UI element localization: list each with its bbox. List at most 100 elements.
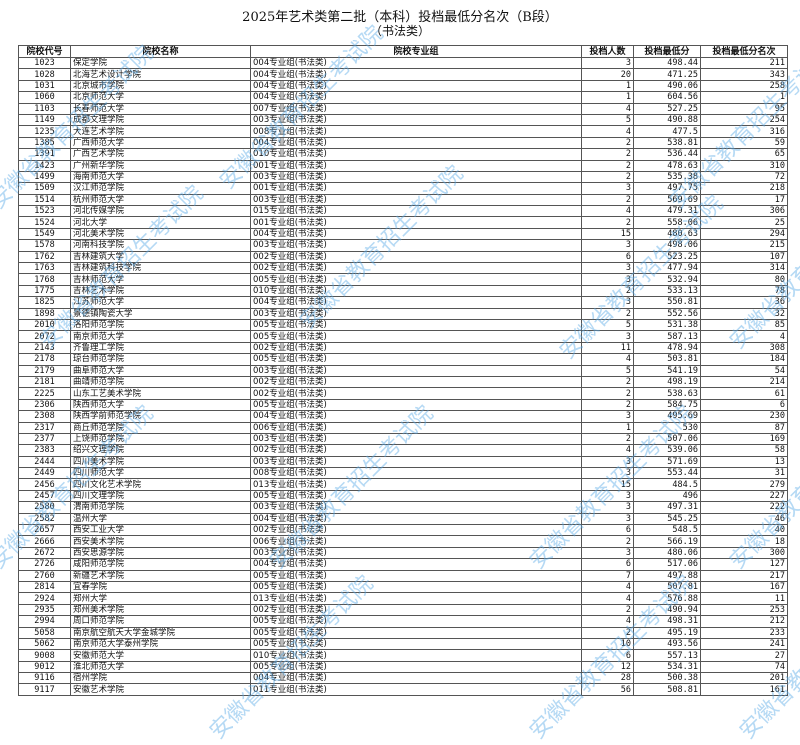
school-name-cell: 景德镇陶瓷大学 [70,307,251,321]
table-row: 2178 琼台师范学院 005专业组(书法类) 4 503.81 184 [18,353,788,366]
min-score-rank-cell: 233 [700,626,788,639]
school-name-cell: 曲阜师范大学 [70,364,251,377]
min-score-rank-cell: 215 [700,239,788,252]
min-score-rank-cell: 314 [700,262,788,275]
major-group-cell: 004专业组(书法类) [250,91,582,104]
min-score-cell: 587.13 [633,330,701,343]
school-name-cell: 温州大学 [70,512,251,526]
admitted-count-cell: 2 [581,170,634,184]
school-name-cell: 河北传媒学院 [70,205,251,218]
min-score-rank-cell: 40 [700,523,788,537]
school-name-cell: 四川文化艺术学院 [70,478,251,491]
major-group-cell: 002专业组(书法类) [250,444,582,457]
admitted-count-cell: 3 [581,501,634,514]
school-name-cell: 琼台师范学院 [70,353,251,366]
table-row: 1149 成都文理学院 003专业组(书法类) 5 490.88 254 [18,113,788,127]
table-row: 2306 陕西师范大学 005专业组(书法类) 2 584.75 6 [18,398,788,412]
major-group-cell: 010专业组(书法类) [250,284,582,298]
min-score-cell: 507.81 [633,580,701,594]
min-score-cell: 496 [633,489,701,503]
table-row: 2143 齐鲁理工学院 002专业组(书法类) 11 478.94 308 [18,341,788,355]
school-code-cell: 1825 [18,296,71,309]
table-row: 2924 郑州大学 013专业组(书法类) 4 576.88 11 [18,592,788,605]
min-score-cell: 497.88 [633,569,701,582]
min-score-cell: 500.38 [633,672,701,685]
min-score-rank-cell: 36 [700,296,788,309]
admitted-count-cell: 20 [581,68,634,81]
major-group-cell: 002专业组(书法类) [250,523,582,537]
min-score-cell: 497.31 [633,501,701,514]
major-group-cell: 005专业组(书法类) [250,615,582,628]
major-group-cell: 002专业组(书法类) [250,250,582,264]
school-name-cell: 大连艺术学院 [70,125,251,138]
admitted-count-cell: 5 [581,113,634,127]
school-name-cell: 西安工业大学 [70,523,251,537]
school-name-cell: 淮北师范大学 [70,660,251,674]
admitted-count-cell: 2 [581,375,634,389]
school-code-cell: 1385 [18,136,71,150]
table-row: 1775 吉林艺术学院 010专业组(书法类) 2 533.13 78 [18,284,788,298]
school-code-cell: 1149 [18,113,71,127]
table-row: 1235 大连艺术学院 008专业组(书法类) 4 477.5 316 [18,125,788,138]
admitted-count-cell: 56 [581,683,634,696]
admitted-count-cell: 4 [581,580,634,594]
school-name-cell: 汉江师范学院 [70,182,251,195]
min-score-cell: 566.19 [633,535,701,548]
major-group-cell: 010专业组(书法类) [250,649,582,662]
major-group-cell: 002专业组(书法类) [250,375,582,389]
page-subtitle: （书法类） [369,24,430,38]
table-row: 1549 河北美术学院 004专业组(书法类) 15 480.63 294 [18,227,788,241]
school-code-cell: 2726 [18,558,71,571]
school-code-cell: 1031 [18,79,71,93]
major-group-cell: 006专业组(书法类) [250,535,582,548]
school-name-cell: 郑州美术学院 [70,603,251,617]
min-score-rank-cell: 308 [700,341,788,355]
admitted-count-cell: 2 [581,284,634,298]
school-code-cell: 1514 [18,193,71,207]
school-code-cell: 1023 [18,56,71,70]
admitted-count-cell: 4 [581,205,634,218]
min-score-cell: 478.94 [633,341,701,355]
school-name-cell: 新疆艺术学院 [70,569,251,582]
admitted-count-cell: 2 [581,432,634,446]
school-name-cell: 吉林建筑科技学院 [70,262,251,275]
school-code-cell: 2072 [18,330,71,343]
major-group-cell: 003专业组(书法类) [250,170,582,184]
major-group-cell: 005专业组(书法类) [250,637,582,651]
table-row: 1103 长春师范大学 007专业组(书法类) 4 527.25 95 [18,102,788,115]
school-code-cell: 2179 [18,364,71,377]
school-code-cell: 2924 [18,592,71,605]
min-score-cell: 498.19 [633,375,701,389]
table-row: 2760 新疆艺术学院 005专业组(书法类) 7 497.88 217 [18,569,788,582]
min-score-rank-cell: 27 [700,649,788,662]
admitted-count-cell: 4 [581,125,634,138]
school-code-cell: 2582 [18,512,71,526]
min-score-cell: 557.13 [633,649,701,662]
header-major-group: 院校专业组 [250,45,582,58]
major-group-cell: 003专业组(书法类) [250,239,582,252]
major-group-cell: 005专业组(书法类) [250,330,582,343]
admitted-count-cell: 11 [581,341,634,355]
school-code-cell: 9008 [18,649,71,662]
school-code-cell: 2143 [18,341,71,355]
min-score-cell: 490.94 [633,603,701,617]
min-score-rank-cell: 241 [700,637,788,651]
table-row: 1763 吉林建筑科技学院 002专业组(书法类) 3 477.94 314 [18,262,788,275]
min-score-cell: 538.63 [633,387,701,400]
min-score-cell: 527.25 [633,102,701,115]
table-row: 1762 吉林建筑大学 002专业组(书法类) 6 523.25 107 [18,250,788,264]
min-score-rank-cell: 306 [700,205,788,218]
admitted-count-cell: 2 [581,136,634,150]
table-row: 2072 南京师范大学 005专业组(书法类) 3 587.13 4 [18,330,788,343]
school-name-cell: 河北美术学院 [70,227,251,241]
table-row: 1028 北海艺术设计学院 004专业组(书法类) 20 471.25 343 [18,68,788,81]
major-group-cell: 003专业组(书法类) [250,364,582,377]
major-group-cell: 005专业组(书法类) [250,273,582,286]
school-name-cell: 海南师范大学 [70,170,251,184]
school-code-cell: 2306 [18,398,71,412]
school-code-cell: 1028 [18,68,71,81]
major-group-cell: 004专业组(书法类) [250,227,582,241]
school-name-cell: 洛阳师范学院 [70,318,251,332]
min-score-cell: 552.56 [633,307,701,321]
school-name-cell: 四川师范大学 [70,467,251,480]
